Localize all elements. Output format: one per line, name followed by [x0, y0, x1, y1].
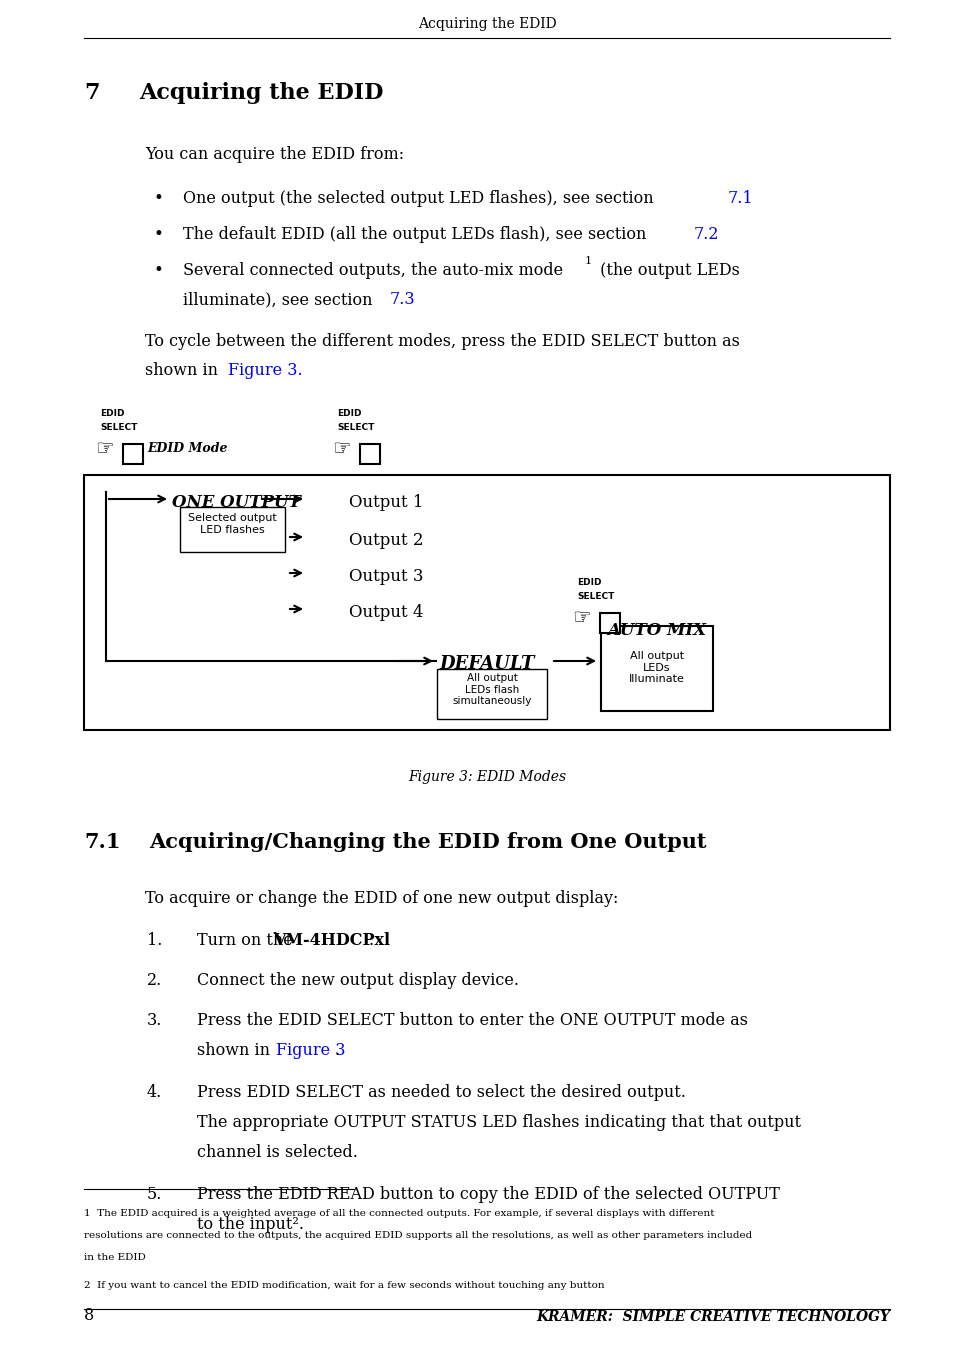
Bar [436, 669, 546, 719]
Text: 7.2: 7.2 [693, 226, 719, 242]
Text: You can acquire the EDID from:: You can acquire the EDID from: [145, 146, 404, 162]
Text: channel is selected.: channel is selected. [196, 1144, 357, 1160]
Text: Figure 3: Figure 3 [275, 1043, 345, 1059]
Text: Selected output
LED flashes: Selected output LED flashes [188, 513, 276, 535]
Text: 8: 8 [84, 1307, 94, 1324]
Text: •: • [152, 263, 163, 279]
Text: shown in: shown in [145, 362, 223, 379]
Text: Acquiring the EDID: Acquiring the EDID [417, 18, 556, 31]
Text: KRAMER:  SIMPLE CREATIVE TECHNOLOGY: KRAMER: SIMPLE CREATIVE TECHNOLOGY [536, 1311, 889, 1324]
Text: SELECT: SELECT [336, 422, 374, 432]
Text: VM-4HDCPxl: VM-4HDCPxl [273, 932, 390, 949]
Text: EDID: EDID [577, 578, 601, 588]
Text: Acquiring/Changing the EDID from One Output: Acquiring/Changing the EDID from One Out… [149, 831, 706, 852]
Text: (the output LEDs: (the output LEDs [595, 263, 740, 279]
Bar [599, 613, 619, 634]
Text: The default EDID (all the output LEDs flash), see section: The default EDID (all the output LEDs fl… [183, 226, 651, 242]
Text: 1: 1 [584, 256, 592, 265]
Text: .: . [334, 1043, 338, 1059]
Text: One output (the selected output LED flashes), see section: One output (the selected output LED flas… [183, 190, 659, 207]
Text: AUTO MIX: AUTO MIX [607, 621, 706, 639]
Text: Output 1: Output 1 [349, 494, 423, 510]
Text: ☞: ☞ [332, 439, 351, 459]
Text: To cycle between the different modes, press the EDID SELECT button as: To cycle between the different modes, pr… [145, 333, 740, 349]
Text: To acquire or change the EDID of one new output display:: To acquire or change the EDID of one new… [145, 890, 618, 907]
Text: Press EDID SELECT as needed to select the desired output.: Press EDID SELECT as needed to select th… [196, 1085, 685, 1101]
Text: •: • [152, 190, 163, 207]
Bar [359, 444, 379, 464]
Bar [84, 475, 889, 730]
Text: 2.: 2. [147, 972, 162, 988]
Text: EDID Mode: EDID Mode [147, 441, 227, 455]
Bar [180, 506, 285, 552]
Text: to the input².: to the input². [196, 1216, 304, 1233]
Text: in the EDID: in the EDID [84, 1252, 146, 1262]
Text: Turn on the: Turn on the [196, 932, 297, 949]
Text: Press the EDID SELECT button to enter the ONE OUTPUT mode as: Press the EDID SELECT button to enter th… [196, 1011, 747, 1029]
Text: Output 3: Output 3 [349, 567, 423, 585]
Text: Several connected outputs, the auto-mix mode: Several connected outputs, the auto-mix … [183, 263, 562, 279]
Text: 7.3: 7.3 [390, 291, 416, 307]
Text: SELECT: SELECT [100, 422, 137, 432]
Text: •: • [152, 226, 163, 242]
Text: 1.: 1. [147, 932, 162, 949]
Text: 1  The EDID acquired is a weighted average of all the connected outputs. For exa: 1 The EDID acquired is a weighted averag… [84, 1209, 714, 1219]
Text: Press the EDID READ button to copy the EDID of the selected OUTPUT: Press the EDID READ button to copy the E… [196, 1186, 779, 1202]
Text: 7.1: 7.1 [727, 190, 753, 207]
Text: DEFAULT: DEFAULT [438, 655, 534, 673]
Text: ☞: ☞ [95, 439, 113, 459]
Bar [123, 444, 143, 464]
Text: Output 2: Output 2 [349, 532, 423, 548]
Text: ONE OUTPUT: ONE OUTPUT [172, 494, 300, 510]
Text: illuminate), see section: illuminate), see section [183, 291, 377, 307]
Text: Figure 3: EDID Modes: Figure 3: EDID Modes [408, 770, 565, 784]
Text: 7: 7 [84, 83, 99, 104]
Text: 2  If you want to cancel the EDID modification, wait for a few seconds without t: 2 If you want to cancel the EDID modific… [84, 1281, 604, 1290]
Text: EDID: EDID [336, 409, 361, 418]
Text: EDID: EDID [100, 409, 125, 418]
Bar [600, 626, 712, 711]
Text: 7.1: 7.1 [84, 831, 120, 852]
Text: All output
LEDs flash
simultaneously: All output LEDs flash simultaneously [452, 673, 531, 707]
Text: .: . [369, 932, 374, 949]
Text: 5.: 5. [147, 1186, 162, 1202]
Text: SELECT: SELECT [577, 592, 614, 601]
Text: Figure 3.: Figure 3. [228, 362, 302, 379]
Text: ☞: ☞ [572, 608, 590, 628]
Text: Connect the new output display device.: Connect the new output display device. [196, 972, 518, 988]
Text: The appropriate OUTPUT STATUS LED flashes indicating that that output: The appropriate OUTPUT STATUS LED flashe… [196, 1114, 801, 1131]
Text: resolutions are connected to the outputs, the acquired EDID supports all the res: resolutions are connected to the outputs… [84, 1231, 752, 1240]
Text: 3.: 3. [147, 1011, 162, 1029]
Text: Output 4: Output 4 [349, 604, 423, 621]
Text: Acquiring the EDID: Acquiring the EDID [139, 83, 383, 104]
Text: All output
LEDs
Illuminate: All output LEDs Illuminate [628, 651, 684, 684]
Text: 4.: 4. [147, 1085, 162, 1101]
Text: shown in: shown in [196, 1043, 274, 1059]
